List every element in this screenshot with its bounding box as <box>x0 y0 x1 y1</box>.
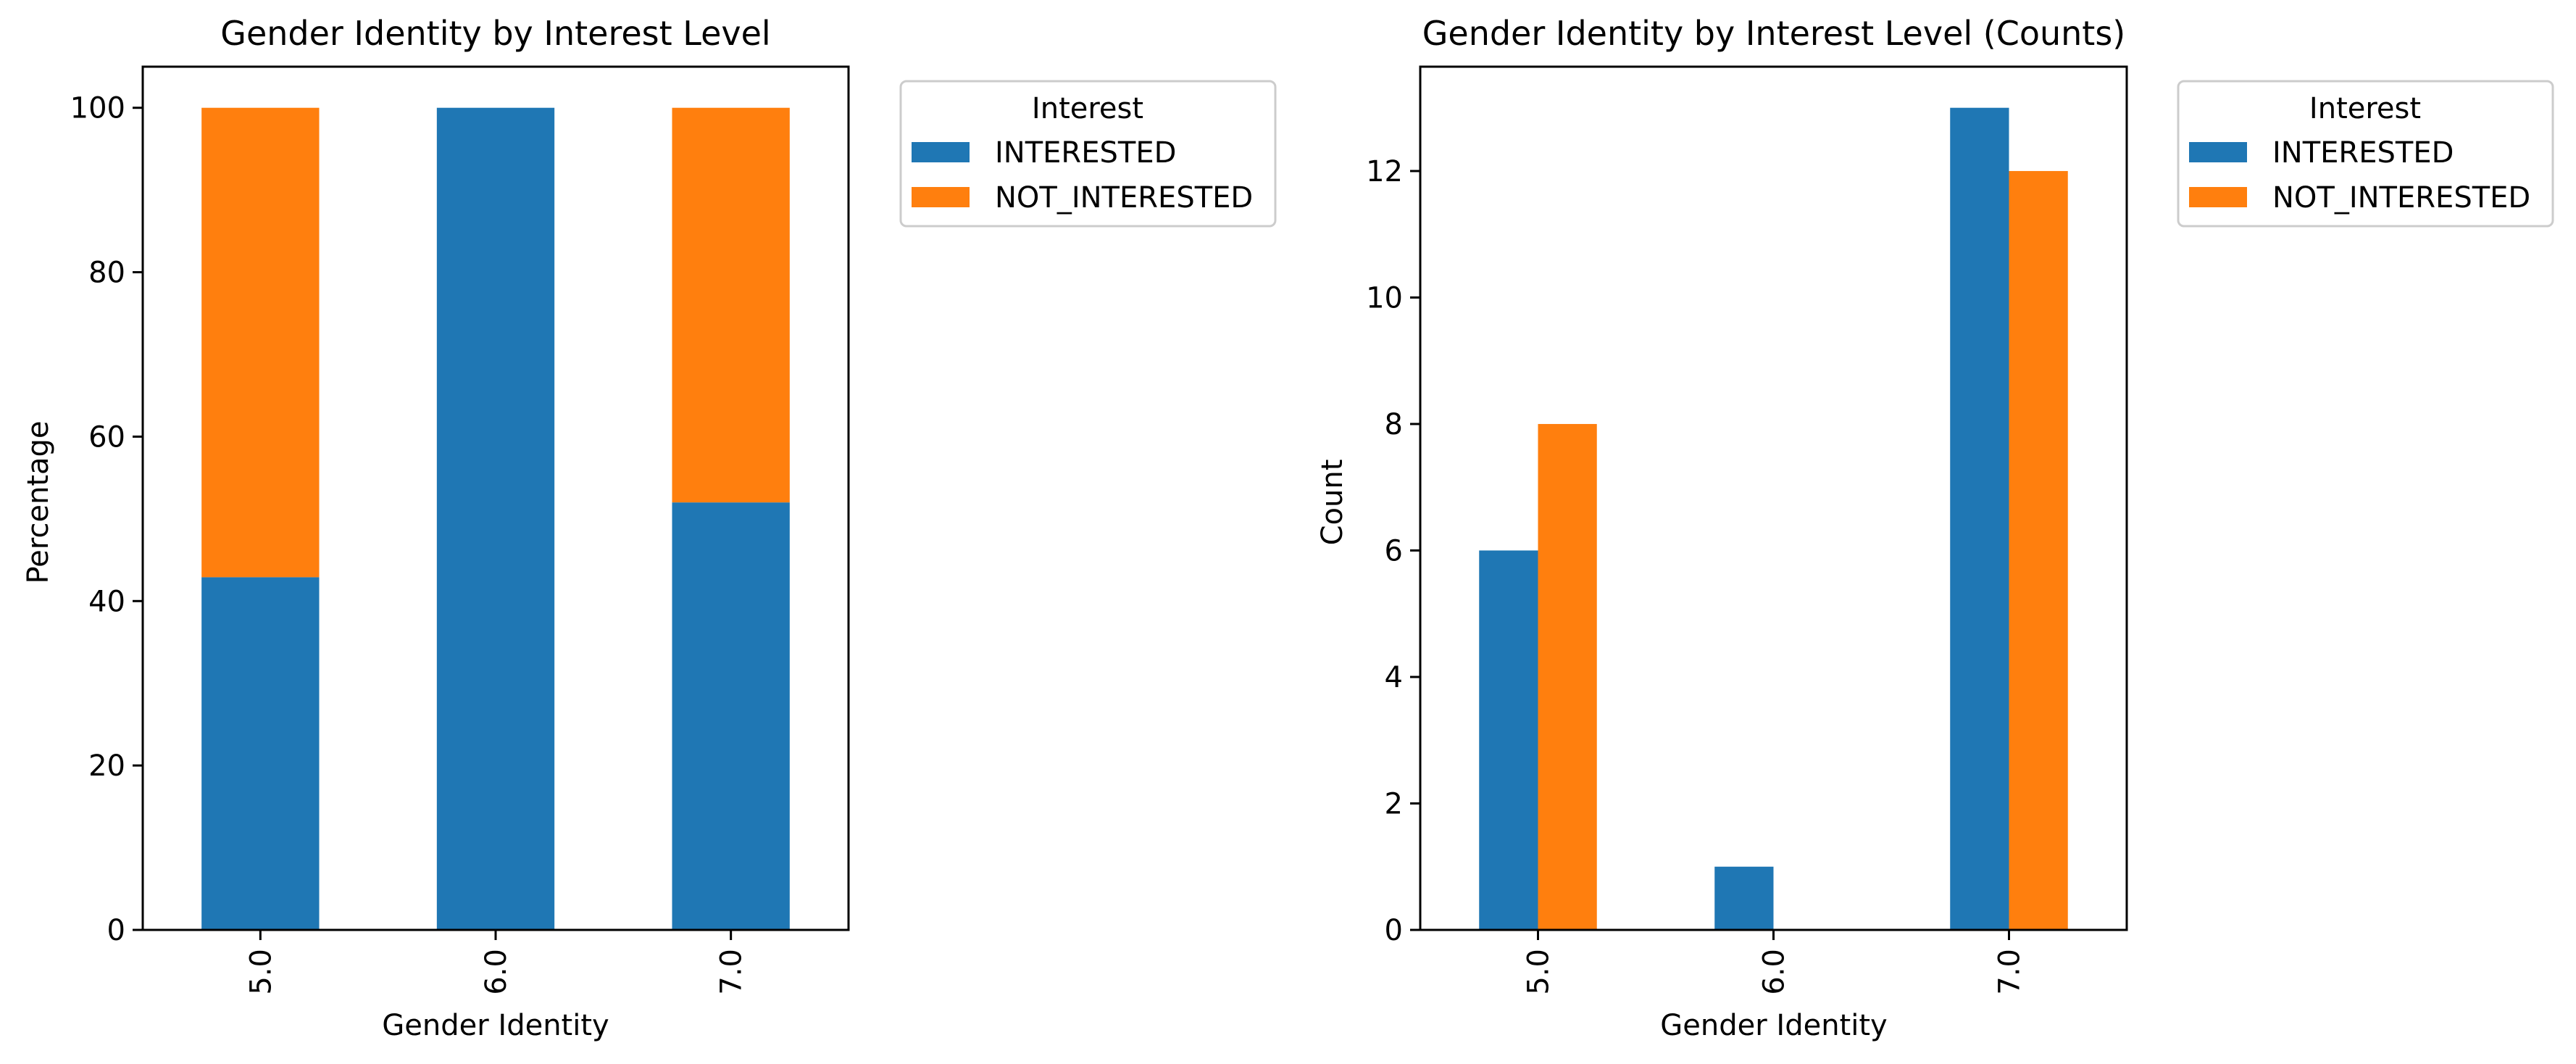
y-tick-label: 20 <box>88 749 125 783</box>
x-tick-label: 7.0 <box>715 949 749 995</box>
bar-not-interested-5.0 <box>201 107 320 578</box>
x-tick-label: 5.0 <box>1522 949 1556 995</box>
y-tick-label: 4 <box>1385 661 1403 694</box>
y-tick-label: 100 <box>70 92 125 125</box>
chart-counts: Gender Identity by Interest Level (Count… <box>1316 14 2554 1042</box>
x-tick-label: 6.0 <box>480 949 513 995</box>
bar-interested-6.0 <box>436 107 555 931</box>
legend-swatch-interested <box>912 142 970 162</box>
legend-frame <box>899 80 1277 228</box>
chart-percentage: Gender Identity by Interest Level 0 20 40 6… <box>22 14 1277 1042</box>
legend-swatch-interested <box>2189 142 2247 162</box>
y-tick-label: 0 <box>107 914 125 947</box>
y-axis-label: Count <box>1316 460 1349 546</box>
legend-swatch-not-interested <box>912 187 970 207</box>
legend-title: Interest <box>1032 92 1143 125</box>
y-tick-label: 10 <box>1366 281 1403 315</box>
legend-label-not-interested: NOT_INTERESTED <box>2272 181 2530 215</box>
legend: Interest INTERESTED NOT_INTERESTED <box>899 80 1277 228</box>
legend-title: Interest <box>2309 92 2421 125</box>
legend-swatch-not-interested <box>2189 187 2247 207</box>
y-tick-label: 40 <box>88 585 125 618</box>
y-tick-label: 2 <box>1385 787 1403 820</box>
bar-interested-6.0 <box>1714 866 1774 930</box>
x-axis-label: Gender Identity <box>1660 1009 1887 1042</box>
bar-not-interested-5.0 <box>1538 423 1597 930</box>
y-tick-label: 60 <box>88 420 125 454</box>
bar-interested-5.0 <box>201 577 320 930</box>
bar-not-interested-7.0 <box>2009 170 2068 930</box>
plot-area: 0 20 40 60 80 100 5.0 6.0 7.0 <box>70 65 850 995</box>
legend: Interest INTERESTED NOT_INTERESTED <box>2177 80 2554 228</box>
plot-area: 0 2 4 6 8 10 12 5.0 6.0 7.0 <box>1366 65 2128 995</box>
bar-interested-5.0 <box>1479 550 1538 930</box>
y-tick-label: 12 <box>1366 155 1403 188</box>
bar-interested-7.0 <box>672 502 790 930</box>
x-axis-label: Gender Identity <box>382 1009 609 1042</box>
chart-title: Gender Identity by Interest Level (Count… <box>1422 14 2126 53</box>
legend-frame <box>2177 80 2554 228</box>
y-axis-label: Percentage <box>22 420 55 583</box>
bar-not-interested-7.0 <box>672 107 790 503</box>
x-tick-label: 5.0 <box>244 949 278 995</box>
y-tick-label: 0 <box>1385 914 1403 947</box>
y-tick-label: 80 <box>88 257 125 290</box>
chart-title: Gender Identity by Interest Level <box>220 14 770 53</box>
x-tick-label: 7.0 <box>1993 949 2027 995</box>
legend-label-interested: INTERESTED <box>995 136 1176 170</box>
y-tick-label: 8 <box>1385 408 1403 441</box>
legend-label-interested: INTERESTED <box>2272 136 2454 170</box>
legend-label-not-interested: NOT_INTERESTED <box>995 181 1253 215</box>
bar-interested-7.0 <box>1950 107 2009 931</box>
x-tick-label: 6.0 <box>1758 949 1791 995</box>
y-tick-label: 6 <box>1385 534 1403 568</box>
